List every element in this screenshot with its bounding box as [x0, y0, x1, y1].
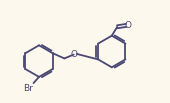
- Text: O: O: [70, 50, 77, 59]
- Text: O: O: [124, 21, 131, 30]
- Text: Br: Br: [23, 84, 33, 93]
